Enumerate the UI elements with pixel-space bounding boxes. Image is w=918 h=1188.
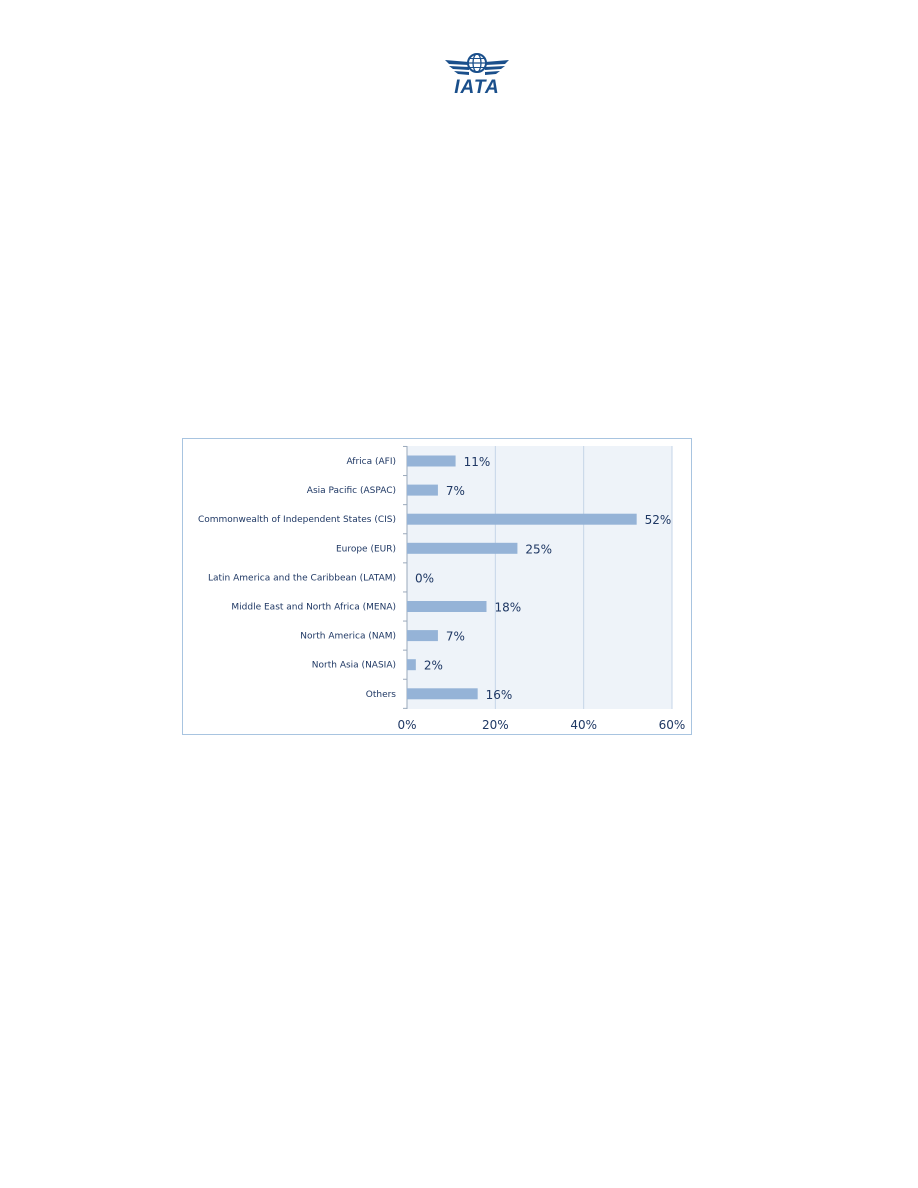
bar [407,659,416,671]
data-label: 7% [446,630,465,644]
data-label: 2% [424,659,443,673]
x-tick-label: 0% [397,718,416,732]
bar [407,455,456,467]
bar [407,630,438,642]
logo-text: IATA [454,77,500,98]
x-tick-label: 60% [659,718,686,732]
data-label: 16% [486,688,513,702]
category-label: North Asia (NASIA) [312,661,396,671]
data-label: 0% [415,571,434,585]
category-label: Latin America and the Caribbean (LATAM) [208,573,396,583]
data-label: 7% [446,484,465,498]
x-tick-label: 20% [482,718,509,732]
category-label: Africa (AFI) [346,457,396,467]
category-label: Asia Pacific (ASPAC) [307,486,396,496]
data-label: 11% [464,455,491,469]
plot-area [407,446,672,709]
bar [407,513,637,525]
category-label: North America (NAM) [300,632,396,642]
regional-distribution-chart: 0% 20% 40% 60% Africa (AFI) 11% Asia Pacific (… [182,438,692,735]
category-label: Commonwealth of Independent States (CIS) [198,515,396,525]
bar [407,688,478,700]
iata-logo: IATA [443,50,511,100]
bar [407,542,518,554]
bar [407,601,487,612]
bar [407,484,438,496]
category-label: Others [366,690,397,700]
data-label: 52% [645,513,672,527]
bar-chart-svg: 0% 20% 40% 60% Africa (AFI) 11% Asia Pacific (… [198,445,686,732]
globe-wings-icon [445,53,509,75]
data-label: 25% [525,542,552,556]
category-label: Europe (EUR) [336,544,396,554]
data-label: 18% [495,601,522,615]
x-tick-label: 40% [570,718,597,732]
category-label: Middle East and North Africa (MENA) [231,603,396,613]
